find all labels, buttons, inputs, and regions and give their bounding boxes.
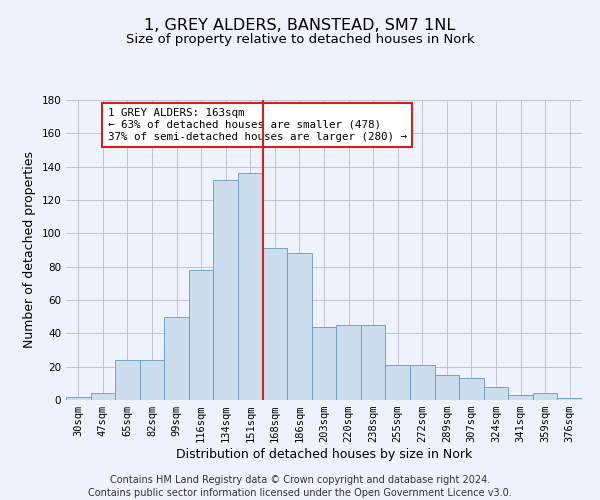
- Text: 1 GREY ALDERS: 163sqm
← 63% of detached houses are smaller (478)
37% of semi-det: 1 GREY ALDERS: 163sqm ← 63% of detached …: [108, 108, 407, 142]
- Bar: [385, 365, 410, 400]
- Bar: [115, 360, 140, 400]
- Text: 1, GREY ALDERS, BANSTEAD, SM7 1NL: 1, GREY ALDERS, BANSTEAD, SM7 1NL: [145, 18, 455, 32]
- Bar: [140, 360, 164, 400]
- Text: Contains public sector information licensed under the Open Government Licence v3: Contains public sector information licen…: [88, 488, 512, 498]
- Bar: [508, 395, 533, 400]
- Bar: [66, 396, 91, 400]
- Bar: [434, 375, 459, 400]
- Bar: [459, 378, 484, 400]
- X-axis label: Distribution of detached houses by size in Nork: Distribution of detached houses by size …: [176, 448, 472, 461]
- Bar: [287, 254, 312, 400]
- Bar: [410, 365, 434, 400]
- Bar: [557, 398, 582, 400]
- Bar: [312, 326, 336, 400]
- Bar: [189, 270, 214, 400]
- Y-axis label: Number of detached properties: Number of detached properties: [23, 152, 36, 348]
- Bar: [533, 394, 557, 400]
- Bar: [91, 394, 115, 400]
- Bar: [263, 248, 287, 400]
- Bar: [238, 174, 263, 400]
- Bar: [164, 316, 189, 400]
- Bar: [214, 180, 238, 400]
- Bar: [336, 325, 361, 400]
- Bar: [361, 325, 385, 400]
- Bar: [484, 386, 508, 400]
- Text: Contains HM Land Registry data © Crown copyright and database right 2024.: Contains HM Land Registry data © Crown c…: [110, 475, 490, 485]
- Text: Size of property relative to detached houses in Nork: Size of property relative to detached ho…: [125, 32, 475, 46]
